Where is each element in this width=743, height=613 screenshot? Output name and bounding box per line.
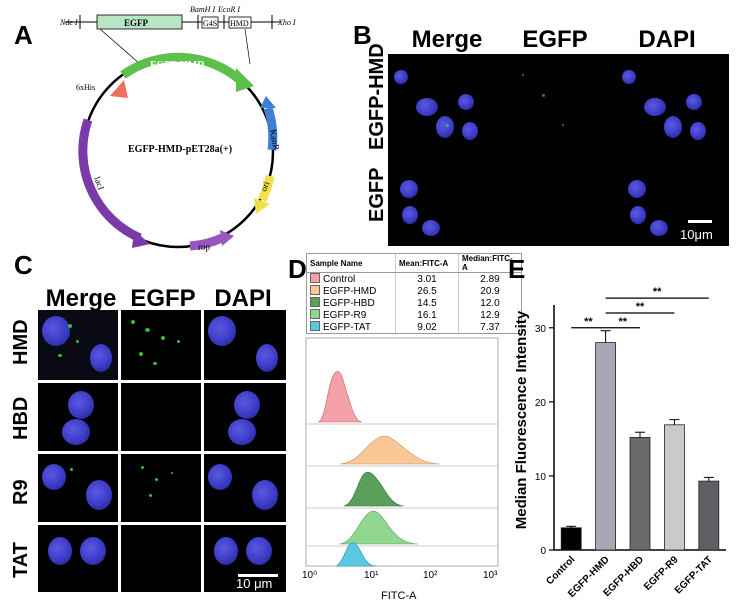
table-header-sample: Sample Name: [307, 254, 396, 273]
y-tick-label: 0: [540, 546, 546, 557]
x-tick-label: EGFP-TAT: [673, 554, 715, 596]
histogram-egfp-hmd: [339, 435, 441, 465]
panel-c-col-merge: Merge: [45, 285, 117, 312]
flow-tick-0: 10⁰: [302, 570, 318, 581]
panel-c-image-grid: [38, 310, 286, 592]
bar-control: [560, 527, 582, 551]
panel-b-row-egfp-hmd: EGFP-HMD: [366, 43, 388, 150]
swatch-egfp-hbd: [310, 297, 320, 307]
his-tag-arrow: [110, 80, 128, 98]
g4s-box: [201, 16, 219, 29]
panel-b-row-egfp: EGFP: [366, 167, 388, 222]
panel-b-col-egfp: EGFP: [522, 26, 588, 53]
flow-tick-3: 10³: [483, 570, 498, 581]
y-tick-label: 20: [535, 398, 547, 409]
hmd-box-label: HMD: [230, 19, 249, 28]
bar-chart-e: Median Fluorescence Intensity 0 10 20 30 **…: [513, 286, 726, 600]
bar-egfp-hbd: [629, 437, 651, 551]
histogram-egfp-tat: [335, 542, 377, 567]
swatch-egfp-r9: [310, 309, 320, 319]
panel-b-col-merge: Merge: [411, 26, 483, 53]
histogram-control: [317, 371, 363, 423]
panel-label-b: B: [353, 20, 372, 50]
panel-label-e: E: [508, 254, 526, 284]
panel-label-c: C: [14, 250, 33, 280]
panel-c-col-dapi: DAPI: [214, 285, 272, 312]
bar-egfp-tat: [698, 480, 720, 551]
histogram-egfp-r9: [339, 510, 419, 545]
laci-arc: [78, 118, 142, 243]
his-label: 6xHis: [76, 83, 95, 92]
table-row: EGFP-HBD 14.5 12.0: [307, 297, 521, 309]
flow-tick-2: 10²: [423, 570, 438, 581]
panel-c-scalebar: [238, 574, 278, 577]
ori-label: ori: [258, 179, 271, 192]
panel-b-scale-text: 10μm: [680, 227, 713, 242]
panel-b-col-dapi: DAPI: [638, 26, 696, 53]
table-row: EGFP-R9 16.1 12.9: [307, 309, 521, 321]
table-row: EGFP-TAT 9.02 7.37: [307, 321, 521, 333]
egfp-hmd-label: EGFP-HMD: [150, 60, 204, 71]
egfp-hmd-arc: [120, 52, 243, 84]
panel-label-a: A: [14, 20, 33, 50]
eco-label: EcoR I: [217, 5, 240, 14]
g4s-label: G4S: [203, 19, 217, 28]
kanr-arc: [263, 106, 278, 151]
histogram-egfp-hbd: [343, 471, 405, 507]
ori-arc: [257, 175, 275, 202]
panel-c-row-hbd: HBD: [10, 396, 32, 440]
y-tick-label: 10: [535, 472, 547, 483]
kanr-label: KanR: [268, 129, 281, 151]
significance-label: **: [619, 316, 628, 328]
bam-label: BamH I: [190, 5, 215, 14]
significance-label: **: [584, 316, 593, 328]
swatch-control: [310, 273, 320, 283]
chart-ylabel: Median Fluorescence Intensity: [513, 310, 530, 529]
flow-histograms: [305, 337, 499, 567]
panel-label-d: D: [288, 254, 307, 284]
bar-egfp-hmd: [595, 342, 616, 551]
x-tick-label: Control: [544, 554, 577, 587]
panel-c-row-hmd: HMD: [10, 319, 32, 365]
significance-label: **: [636, 301, 645, 313]
hmd-box: [228, 16, 252, 29]
table-header-mean: Mean:FITC-A: [395, 254, 459, 273]
table-row: Control 3.01 2.89: [307, 272, 521, 285]
panel-b-scalebar: [688, 220, 712, 223]
egfp-box-label: EGFP: [124, 18, 149, 28]
swatch-egfp-hmd: [310, 285, 320, 295]
rop-label: rop: [198, 242, 210, 252]
significance-label: **: [653, 286, 662, 298]
bar-egfp-r9: [663, 424, 685, 551]
panel-c-row-r9: R9: [10, 479, 32, 505]
laci-label: lacI: [92, 175, 106, 191]
table-row: EGFP-HMD 26.5 20.9: [307, 285, 521, 297]
flow-tick-1: 10¹: [364, 570, 379, 581]
plasmid-name: EGFP-HMD-pET28a(+): [128, 144, 232, 155]
swatch-egfp-tat: [310, 321, 320, 331]
insert-construct: [65, 14, 280, 65]
xho-label: Xho I: [277, 18, 296, 27]
table-header-median: Median:FITC-A: [458, 254, 521, 273]
panel-c-scale-text: 10 μm: [236, 576, 273, 591]
panel-d-stats-table: Sample Name Mean:FITC-A Median:FITC-A Co…: [306, 253, 522, 334]
panel-b-image-grid: [388, 54, 729, 246]
panel-c-col-egfp: EGFP: [130, 285, 196, 312]
panel-c-row-tat: TAT: [10, 542, 32, 578]
plasmid-map: Nde I EGFP BamH I G4S EcoR I HMD Xho I E…: [59, 5, 296, 252]
rop-arc: [189, 233, 224, 251]
nde-label: Nde I: [59, 18, 78, 27]
flow-xlabel: FITC-A: [381, 590, 417, 602]
y-tick-label: 30: [535, 324, 547, 335]
egfp-insert-box: [96, 14, 183, 30]
